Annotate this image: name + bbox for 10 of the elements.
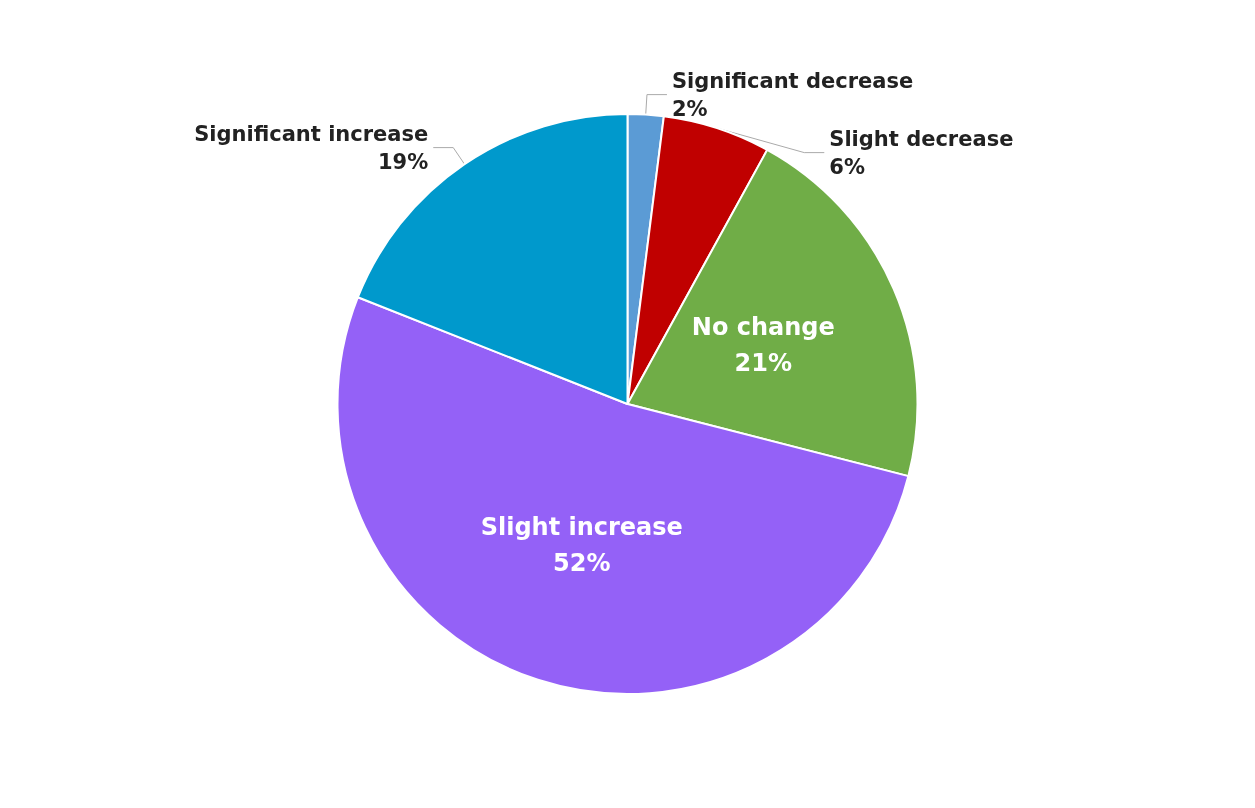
data-label: 52% [553,548,611,577]
slice-label: Significant increase [194,121,429,146]
slice-label: Slight increase [480,512,683,541]
data-label: 6% [829,154,865,179]
slice-label: Slight decrease [829,126,1014,151]
data-label: 21% [734,349,793,378]
data-label: 2% [671,96,708,121]
data-label: 19% [377,149,429,174]
slice-label: Significant decrease [671,68,914,93]
slice-label: No change [691,313,835,342]
